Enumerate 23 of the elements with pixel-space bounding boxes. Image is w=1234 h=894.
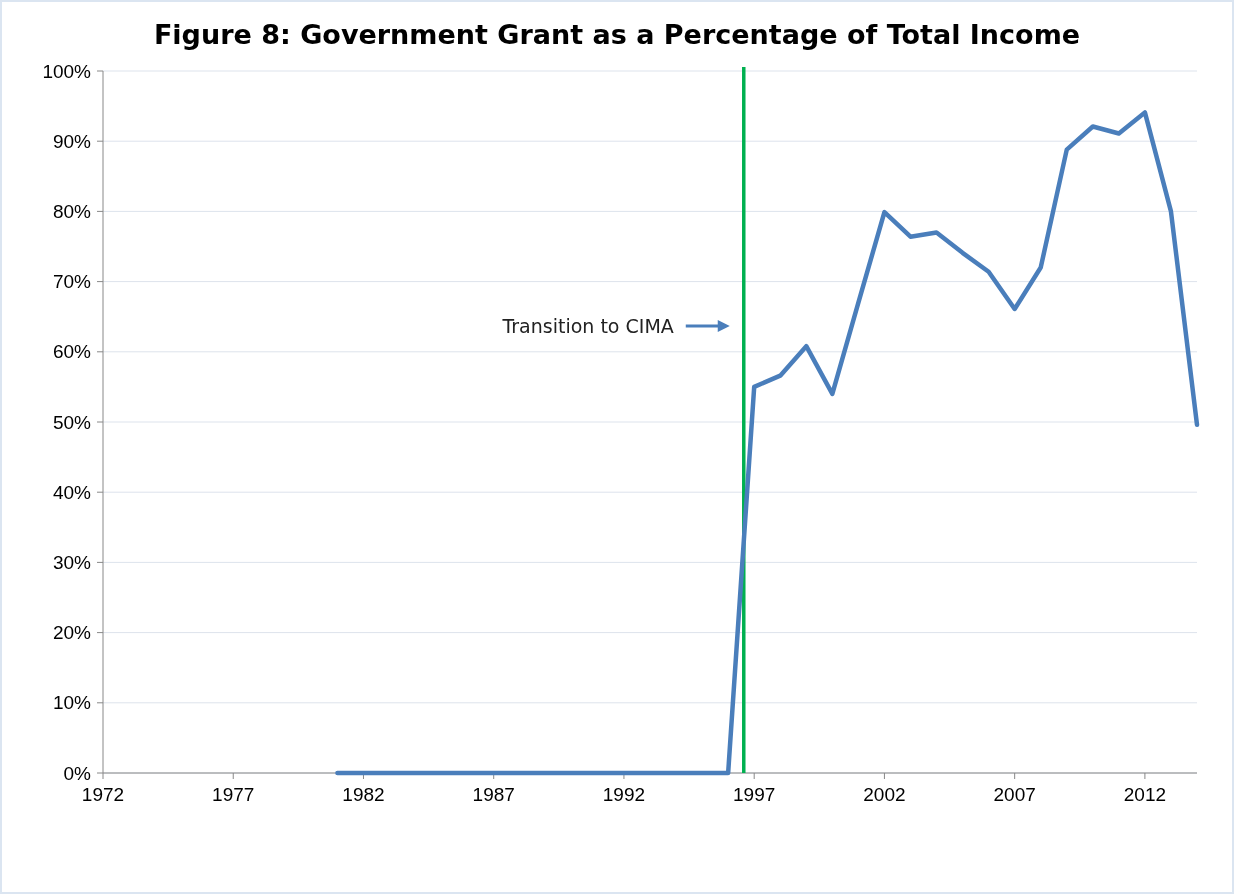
x-tick-label: 1992 <box>602 784 646 805</box>
x-tick-label: 1982 <box>342 784 385 805</box>
x-tick-label: 2002 <box>863 784 906 805</box>
y-tick-label: 60% <box>52 341 92 363</box>
line-series <box>335 110 1200 776</box>
y-tick-label: 100% <box>42 60 92 82</box>
x-tick-label: 1997 <box>733 784 776 805</box>
y-tick-label: 80% <box>52 201 92 223</box>
y-tick-label: 20% <box>52 622 92 644</box>
y-tick-label: 0% <box>63 762 92 784</box>
y-tick-label: 70% <box>52 271 92 293</box>
y-tick-label: 40% <box>52 481 92 503</box>
annotation: Transition to CIMA <box>501 314 674 337</box>
y-tick-label: 10% <box>52 692 92 714</box>
x-tick-label: 2007 <box>993 784 1036 805</box>
chart-title: Figure 8: Government Grant as a Percentage of Total Income <box>153 19 1081 50</box>
x-tick-label: 2012 <box>1123 784 1167 805</box>
y-tick-label: 30% <box>52 552 92 574</box>
x-tick-label: 1987 <box>472 784 515 805</box>
x-tick-label: 1977 <box>212 784 255 805</box>
x-tick-label: 1972 <box>81 784 125 805</box>
y-tick-label: 90% <box>52 130 92 152</box>
y-tick-label: 50% <box>52 411 92 433</box>
